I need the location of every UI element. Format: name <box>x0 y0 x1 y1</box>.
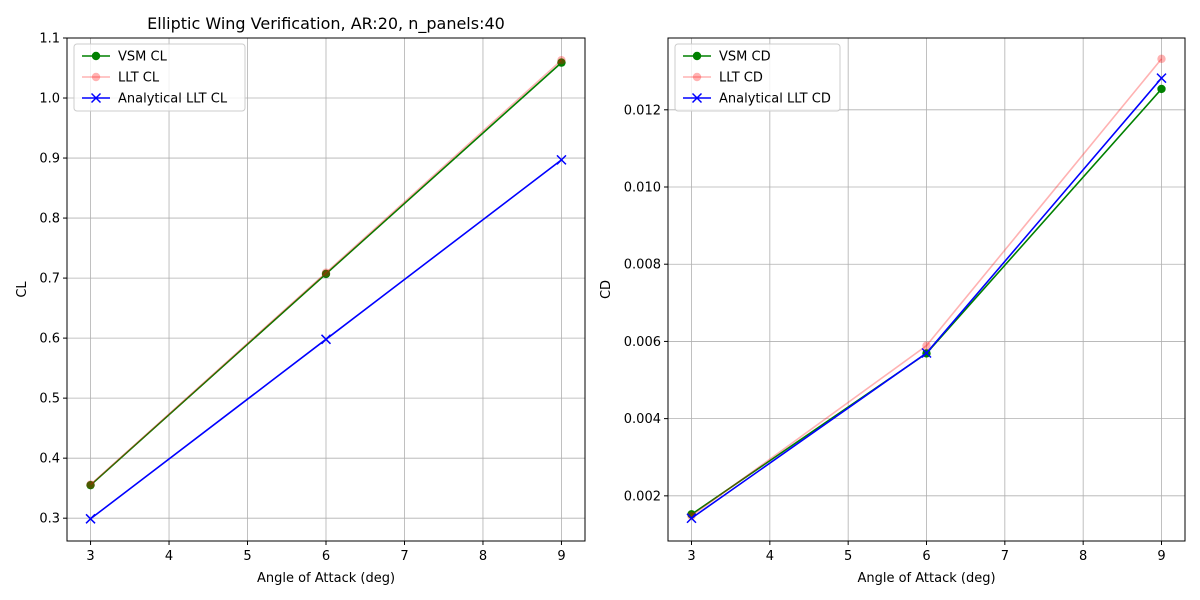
series-llt-cl <box>86 56 566 489</box>
y-tick-label: 1.1 <box>39 32 60 47</box>
y-tick-label: 0.004 <box>624 412 661 427</box>
y-axis-label: CL <box>15 281 30 298</box>
y-tick-label: 0.7 <box>39 272 60 287</box>
x-tick-label: 6 <box>922 549 930 564</box>
data-point <box>1156 73 1167 84</box>
legend-box <box>73 43 246 112</box>
data-point-stroke-b <box>85 513 96 524</box>
series-llt-cd <box>687 54 1166 521</box>
legend-label: Analytical LLT CL <box>118 92 228 107</box>
data-point <box>320 334 332 345</box>
x-tick-label: 7 <box>1001 549 1009 564</box>
x-tick-label: 6 <box>322 549 330 564</box>
x-tick-label: 9 <box>1157 549 1165 564</box>
series-analytical-llt-cl <box>85 154 567 524</box>
y-tick-label: 0.010 <box>624 181 661 196</box>
x-tick-label: 9 <box>557 549 565 564</box>
y-tick-label: 0.4 <box>39 452 60 467</box>
y-tick-label: 0.8 <box>39 212 60 227</box>
x-tick-label: 5 <box>243 549 251 564</box>
y-axis-label: CD <box>599 280 614 299</box>
grid <box>668 38 1185 541</box>
legend-marker <box>91 72 101 82</box>
y-tick-label: 1.0 <box>39 92 60 107</box>
data-point <box>1157 54 1166 64</box>
legend: VSM CD LLT CD Analytical LLT CD <box>674 43 841 112</box>
x-tick-label: 7 <box>400 549 408 564</box>
y-tick-label: 0.002 <box>624 489 661 504</box>
legend-marker <box>692 72 702 82</box>
chart-2: 3 4 5 6 7 8 9 0.002 0.004 0.006 0.008 0.010 0.012 Ang… <box>599 37 1186 586</box>
data-point <box>1157 84 1166 94</box>
chart-1: 3 4 5 6 7 8 9 0.3 0.4 0.5 0.6 0.7 0.8 0.9 1.0 1.1 Angle … <box>15 14 586 586</box>
legend-box <box>674 43 841 112</box>
y-tick-label: 0.6 <box>39 332 60 347</box>
data-point <box>687 511 696 521</box>
legend-label: LLT CL <box>118 71 160 86</box>
x-tick-label: 8 <box>479 549 487 564</box>
data-point <box>85 513 96 524</box>
series-analytical-llt-cd <box>686 73 1167 524</box>
series-line <box>691 58 1163 517</box>
grid <box>67 37 585 541</box>
chart-title: Elliptic Wing Verification, AR:20, n_pan… <box>147 14 505 34</box>
x-tick-label: 8 <box>1079 549 1087 564</box>
data-point <box>556 154 567 165</box>
data-point-stroke-b <box>1156 73 1167 84</box>
legend-marker <box>691 92 703 104</box>
data-point <box>921 347 932 359</box>
data-point-stroke-b <box>686 513 697 524</box>
legend-entry: Analytical LLT CD <box>683 92 831 107</box>
y-tick-label: 0.5 <box>39 392 60 407</box>
data-point <box>557 58 566 67</box>
y-tick-label: 0.012 <box>624 103 661 118</box>
y-tick-label: 0.006 <box>624 335 661 350</box>
x-tick-label: 4 <box>766 549 774 564</box>
data-point <box>922 341 931 350</box>
legend-marker-stroke-b <box>691 92 703 104</box>
legend-entry: VSM CL <box>82 50 168 65</box>
data-point <box>321 268 331 277</box>
series-vsm-cl <box>86 58 566 490</box>
legend: VSM CL LLT CL Analytical LLT CL <box>73 43 246 112</box>
legend-entry: Analytical LLT CL <box>82 92 228 107</box>
legend-entry: VSM CD <box>683 50 771 65</box>
x-tick-label: 3 <box>86 549 94 564</box>
y-tick-label: 0.008 <box>624 258 661 273</box>
x-tick-label: 5 <box>844 549 852 564</box>
data-point <box>86 480 95 490</box>
x-axis-label: Angle of Attack (deg) <box>857 571 995 586</box>
x-tick-label: 3 <box>687 549 695 564</box>
legend-entry: LLT CD <box>683 71 763 86</box>
legend-marker <box>91 51 101 61</box>
legend-label: VSM CL <box>118 50 168 65</box>
legend-marker-stroke-b <box>90 92 102 104</box>
data-point-stroke-b <box>320 334 332 345</box>
legend-label: Analytical LLT CD <box>719 92 831 107</box>
data-point <box>686 513 697 524</box>
series-line <box>90 59 562 486</box>
data-point-stroke-b <box>921 347 932 359</box>
data-point <box>86 480 95 489</box>
legend-marker <box>90 92 102 104</box>
y-tick-label: 0.3 <box>39 512 60 527</box>
data-point <box>557 56 566 65</box>
legend-label: LLT CD <box>719 71 763 86</box>
legend-marker <box>692 51 702 61</box>
y-tick-label: 0.9 <box>39 152 60 167</box>
x-axis-label: Angle of Attack (deg) <box>257 571 395 586</box>
legend-entry: LLT CL <box>82 71 160 86</box>
legend-label: VSM CD <box>719 50 771 65</box>
data-point <box>321 269 331 279</box>
data-point-stroke-b <box>556 154 567 165</box>
x-tick-label: 4 <box>165 549 173 564</box>
